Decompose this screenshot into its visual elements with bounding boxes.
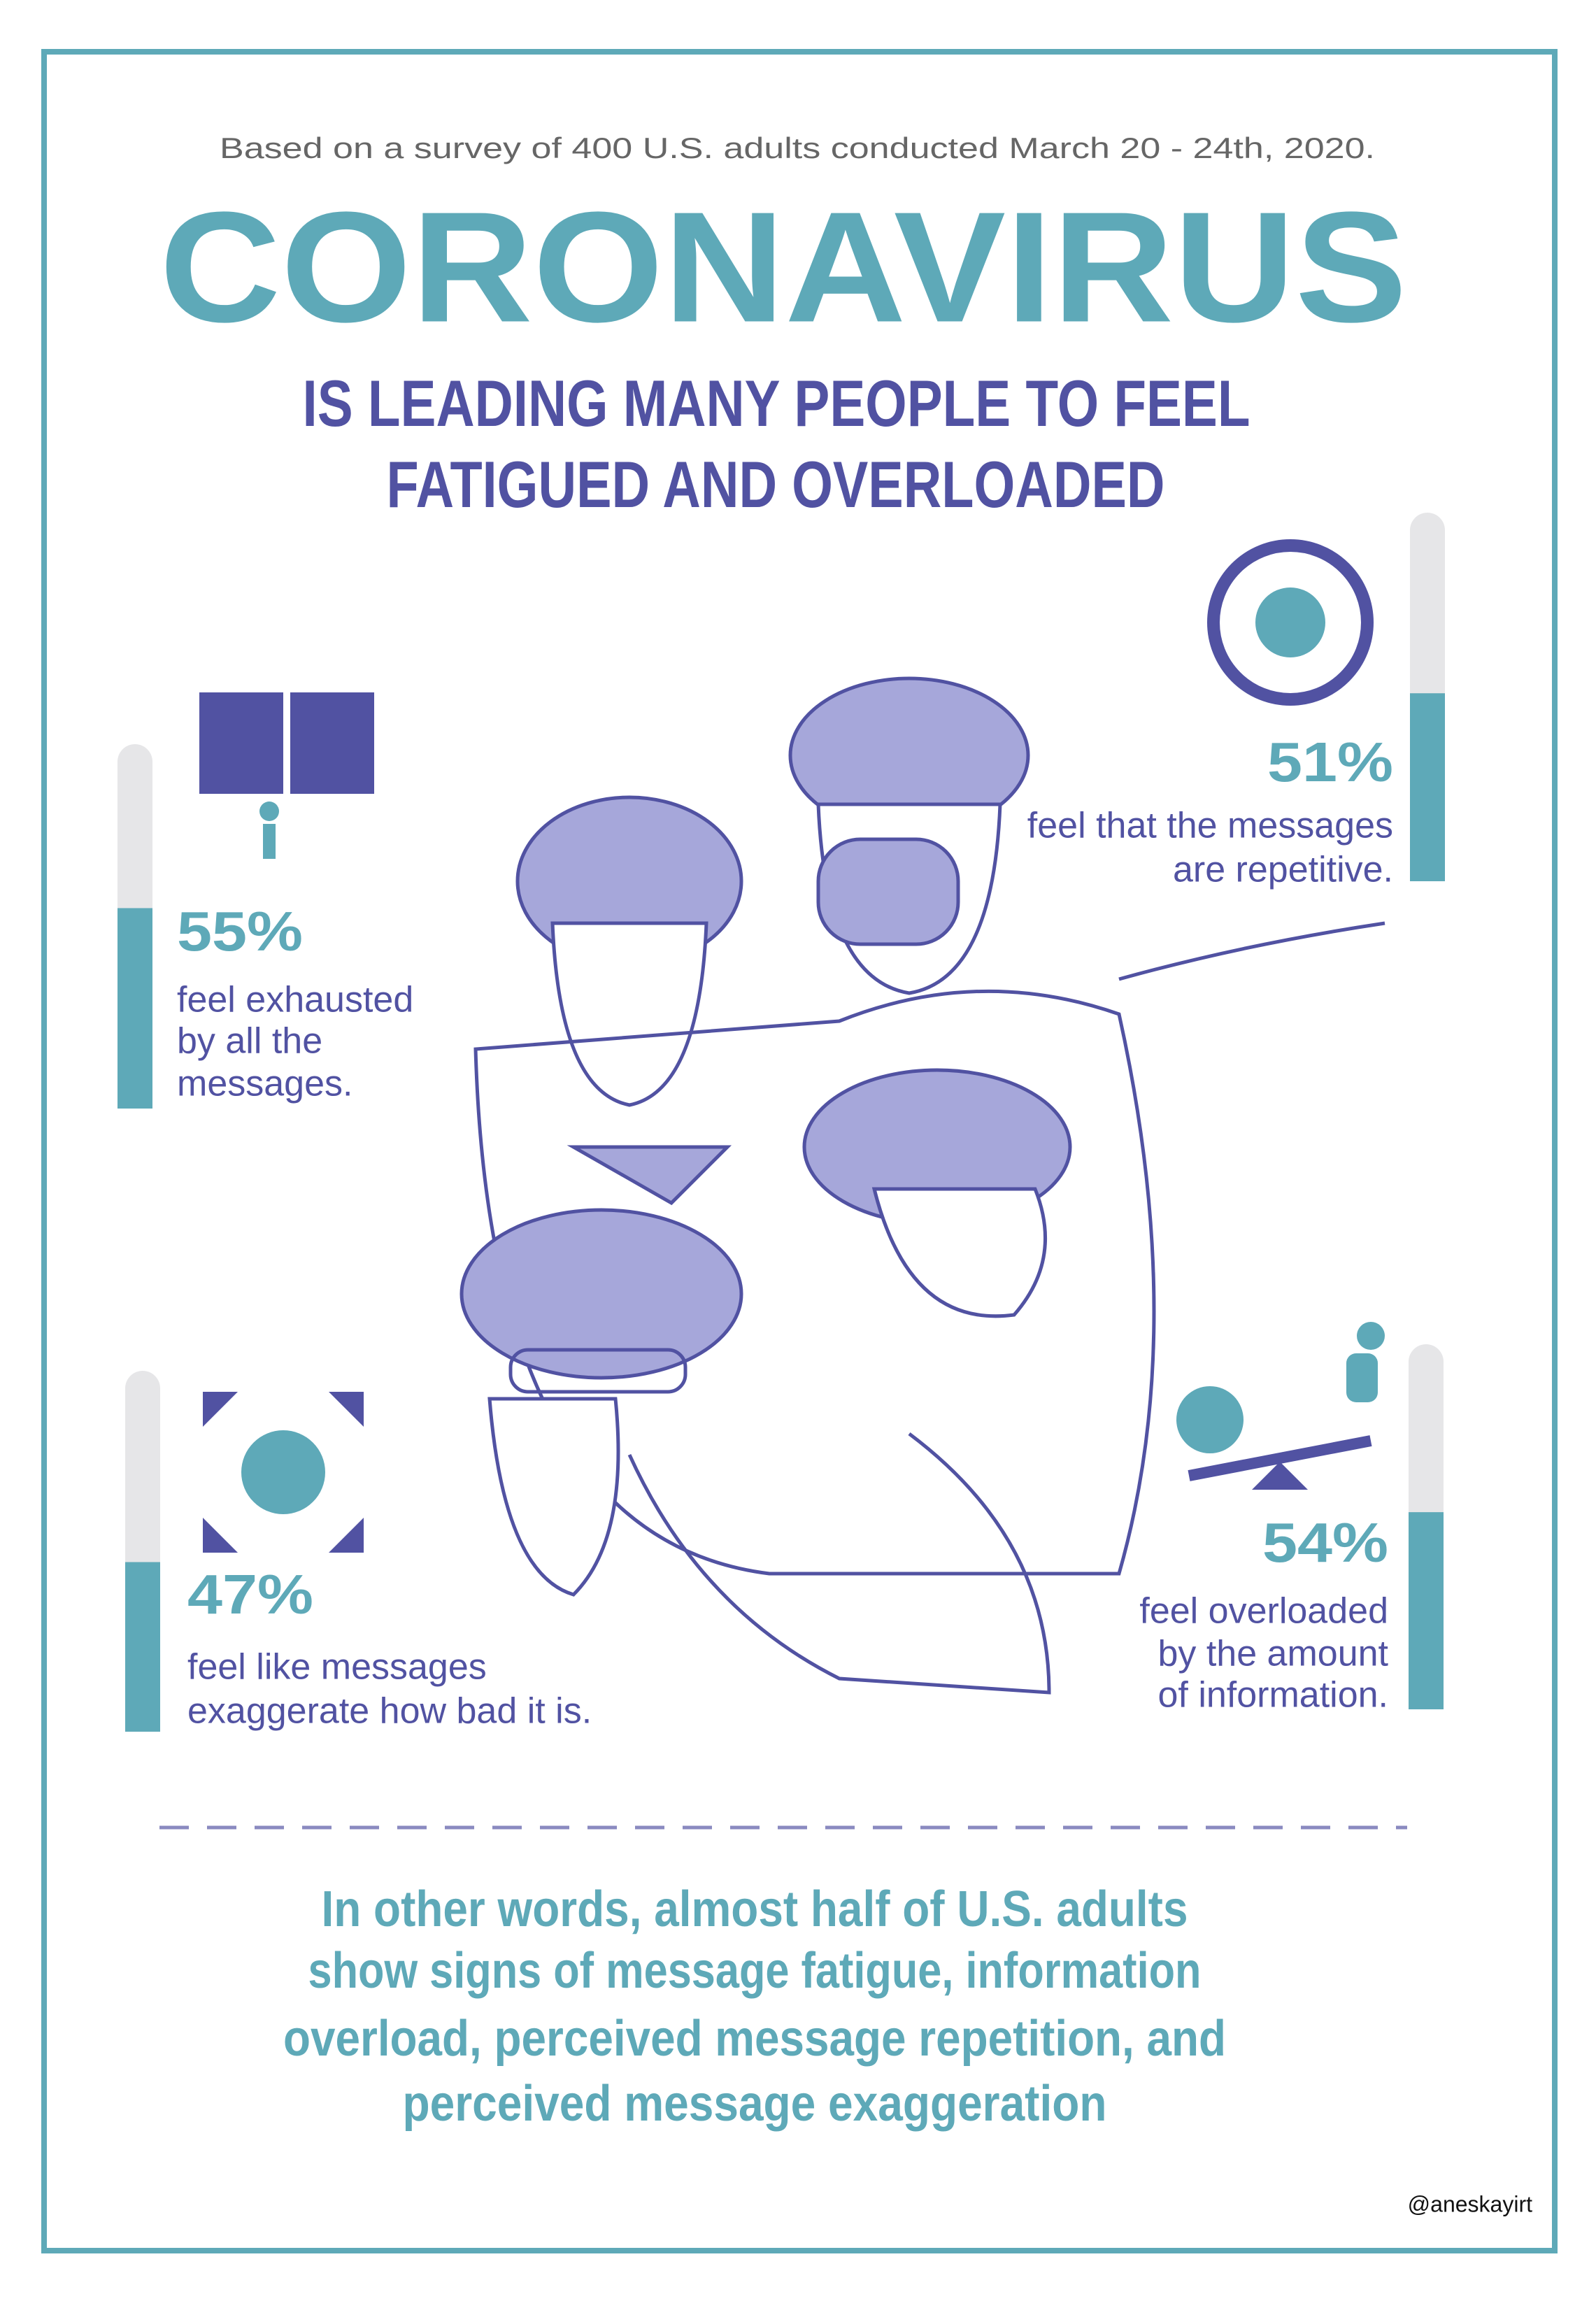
stat-text: messages. (177, 1064, 352, 1104)
stat-text: by the amount (1157, 1634, 1388, 1674)
stat-text: feel overloaded (1139, 1591, 1388, 1632)
conclusion: show signs of message fatigue, informati… (308, 1943, 1202, 1999)
stat-text: feel exhausted (177, 980, 413, 1020)
bar (125, 1562, 160, 1732)
stat-percent: 55% (177, 900, 303, 962)
frame (41, 49, 1558, 2253)
headline: IS LEADING MANY PEOPLE TO FEEL (303, 366, 1251, 440)
stat-text: of information. (1158, 1675, 1389, 1716)
subtitle: Based on a survey of 400 U.S. adults con… (220, 131, 1375, 164)
headline: FATIGUED AND OVERLOADED (387, 448, 1165, 521)
conclusion: perceived message exaggeration (403, 2076, 1107, 2132)
stat-percent: 54% (1262, 1511, 1388, 1574)
stat-percent: 47% (187, 1563, 313, 1625)
stat-text: exaggerate how bad it is. (187, 1691, 592, 1732)
title: CORONAVIRUS (159, 178, 1407, 355)
stat-percent: 51% (1267, 731, 1393, 793)
bar (117, 908, 152, 1109)
stat-text: feel like messages (187, 1647, 487, 1688)
stat-text: feel that the messages (1027, 806, 1393, 846)
stat-text: are repetitive. (1173, 850, 1393, 890)
bar (1410, 693, 1445, 881)
icons (199, 539, 1385, 1553)
credit: @aneskayirt (1408, 2191, 1532, 2216)
conclusion: In other words, almost half of U.S. adul… (322, 1881, 1188, 1937)
illustration (459, 676, 1385, 1695)
conclusion: overload, perceived message repetition, … (283, 2011, 1226, 2067)
bar (1409, 1512, 1444, 1709)
stat-text: by all the (177, 1021, 322, 1062)
